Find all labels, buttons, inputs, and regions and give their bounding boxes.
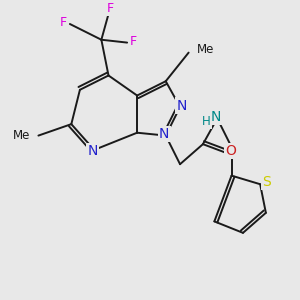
Text: N: N (88, 144, 98, 158)
Text: F: F (106, 2, 113, 15)
Text: N: N (211, 110, 221, 124)
Text: F: F (60, 16, 67, 29)
Text: H: H (202, 115, 211, 128)
Text: Me: Me (196, 43, 214, 56)
Text: N: N (176, 98, 187, 112)
Text: F: F (130, 35, 137, 48)
Text: S: S (262, 175, 271, 189)
Text: Me: Me (13, 129, 30, 142)
Text: O: O (226, 144, 236, 158)
Text: N: N (159, 127, 169, 141)
